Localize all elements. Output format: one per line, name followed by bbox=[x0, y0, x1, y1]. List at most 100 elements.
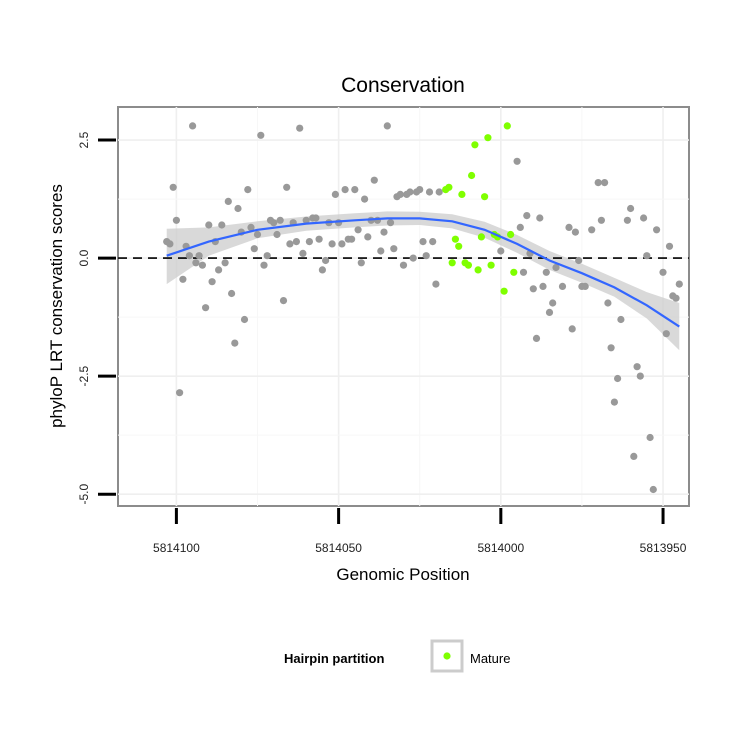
mature-point bbox=[455, 242, 463, 250]
data-point bbox=[558, 282, 567, 290]
data-point bbox=[575, 256, 583, 265]
mature-point bbox=[458, 190, 466, 198]
data-point bbox=[529, 285, 537, 293]
data-point bbox=[299, 249, 307, 257]
data-point bbox=[253, 230, 262, 239]
chart-title: Conservation bbox=[341, 74, 465, 97]
mature-point bbox=[451, 235, 459, 243]
data-point bbox=[273, 230, 281, 239]
x-tick-label: 5814050 bbox=[315, 541, 362, 555]
data-point bbox=[539, 282, 547, 290]
data-point bbox=[215, 266, 223, 274]
data-point bbox=[380, 228, 388, 236]
data-point bbox=[665, 242, 674, 250]
data-point bbox=[565, 223, 573, 231]
data-point bbox=[364, 233, 372, 241]
legend-label-mature: Mature bbox=[470, 651, 510, 666]
data-point bbox=[354, 226, 362, 234]
y-tick-label: -2.5 bbox=[77, 365, 91, 386]
data-point bbox=[552, 263, 560, 272]
data-point bbox=[361, 195, 369, 203]
data-point bbox=[189, 122, 197, 130]
data-point bbox=[425, 188, 434, 196]
data-point bbox=[302, 216, 310, 224]
data-point bbox=[292, 238, 300, 246]
data-point bbox=[581, 282, 589, 290]
data-point bbox=[422, 252, 430, 260]
data-point bbox=[224, 197, 232, 205]
data-point bbox=[179, 275, 187, 283]
x-tick-label: 5814100 bbox=[153, 541, 200, 555]
data-point bbox=[630, 452, 638, 460]
data-point bbox=[166, 240, 174, 248]
data-point bbox=[240, 315, 249, 324]
axes: 5814100 5814050 5814000 5813950 2.5 0.0 -2.5 -5… bbox=[77, 131, 687, 555]
data-point bbox=[409, 254, 417, 262]
data-point bbox=[419, 238, 427, 246]
mature-point bbox=[481, 193, 489, 201]
data-point bbox=[399, 261, 408, 269]
y-tick-label: 2.5 bbox=[77, 131, 91, 148]
data-point bbox=[328, 240, 336, 248]
mature-point bbox=[468, 171, 476, 180]
data-point bbox=[435, 188, 443, 196]
data-point bbox=[614, 374, 622, 383]
mature-point bbox=[474, 266, 482, 274]
data-point bbox=[172, 216, 180, 224]
data-point bbox=[279, 297, 288, 305]
data-point bbox=[228, 289, 236, 298]
data-point bbox=[338, 240, 346, 248]
data-point bbox=[416, 186, 424, 194]
data-point bbox=[536, 214, 544, 222]
data-point bbox=[234, 204, 242, 213]
data-point bbox=[633, 363, 641, 371]
data-point bbox=[296, 124, 304, 132]
data-point bbox=[198, 261, 206, 269]
plot-panel bbox=[117, 106, 690, 507]
data-point bbox=[305, 238, 313, 246]
mature-point bbox=[477, 233, 485, 241]
data-point bbox=[396, 190, 404, 198]
x-axis-title: Genomic Position bbox=[336, 565, 469, 584]
mature-point bbox=[471, 141, 479, 149]
data-point bbox=[406, 188, 414, 196]
mature-point bbox=[487, 261, 495, 269]
data-point bbox=[383, 122, 391, 130]
data-point bbox=[516, 223, 524, 231]
data-point bbox=[659, 268, 667, 276]
data-point bbox=[627, 204, 635, 213]
legend: Hairpin partition Mature bbox=[284, 639, 510, 673]
data-point bbox=[247, 223, 255, 231]
smooth-fit-line bbox=[166, 217, 680, 328]
data-point bbox=[597, 216, 606, 224]
data-point bbox=[176, 389, 184, 397]
data-point bbox=[260, 261, 268, 269]
data-point bbox=[192, 259, 200, 267]
data-point bbox=[604, 299, 612, 307]
data-point bbox=[523, 212, 531, 220]
data-point bbox=[221, 259, 229, 267]
data-point bbox=[231, 339, 239, 347]
data-point bbox=[202, 304, 210, 312]
data-points bbox=[163, 122, 683, 494]
data-point bbox=[519, 268, 528, 276]
mature-point bbox=[445, 183, 453, 191]
data-point bbox=[322, 256, 330, 265]
data-point bbox=[377, 247, 385, 255]
data-point bbox=[497, 247, 505, 255]
data-point bbox=[315, 235, 323, 243]
data-point bbox=[318, 266, 326, 274]
data-point bbox=[257, 131, 265, 139]
y-tick-label: 0.0 bbox=[77, 249, 91, 266]
data-point bbox=[348, 235, 356, 243]
data-point bbox=[607, 344, 615, 352]
y-tick-label: -5.0 bbox=[77, 484, 91, 505]
data-point bbox=[276, 216, 284, 224]
data-point bbox=[331, 190, 339, 198]
data-point bbox=[432, 280, 440, 288]
data-point bbox=[601, 179, 609, 187]
data-point bbox=[532, 334, 541, 342]
data-point bbox=[351, 186, 359, 194]
data-point bbox=[545, 308, 554, 316]
